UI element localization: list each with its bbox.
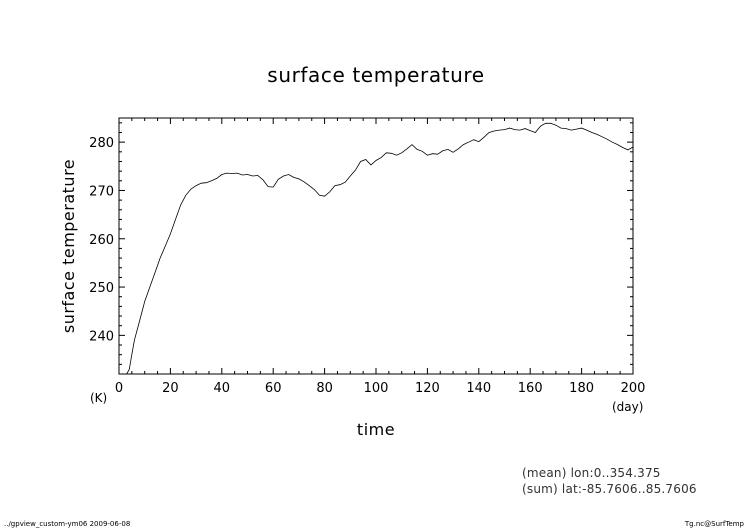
x-tick-label: 200 (621, 381, 646, 396)
chart-title: surface temperature (267, 63, 484, 87)
x-axis-label: time (357, 420, 395, 439)
x-tick-label: 80 (316, 381, 333, 396)
y-tick-label: 270 (89, 184, 114, 199)
y-unit-label: (K) (90, 391, 107, 405)
x-tick-label: 0 (115, 381, 123, 396)
x-tick-label: 120 (415, 381, 440, 396)
x-tick-label: 60 (265, 381, 282, 396)
footer-right: Tg.nc@SurfTemp (684, 520, 744, 528)
x-unit-label: (day) (612, 400, 643, 414)
footer-left: ../gpview_custom-ym06 2009-06-08 (4, 520, 131, 528)
x-tick-label: 40 (214, 381, 231, 396)
x-tick-label: 20 (162, 381, 179, 396)
mean-note: (mean) lon:0..354.375 (522, 466, 661, 480)
y-tick-label: 260 (89, 233, 114, 248)
x-tick-label: 180 (569, 381, 594, 396)
y-axis-label: surface temperature (59, 159, 78, 333)
y-tick-label: 250 (89, 281, 114, 296)
y-axis: 240 250 260 270 280 (89, 122, 633, 365)
sum-note: (sum) lat:-85.7606..85.7606 (522, 482, 697, 496)
x-tick-label: 140 (466, 381, 491, 396)
series-line (119, 122, 634, 375)
plot-frame (118, 117, 634, 375)
y-tick-label: 280 (89, 136, 114, 151)
x-axis: 0 20 40 60 80 100 120 140 160 180 200 (115, 118, 646, 396)
x-tick-label: 160 (518, 381, 543, 396)
y-tick-label: 240 (89, 329, 114, 344)
x-tick-label: 100 (364, 381, 389, 396)
